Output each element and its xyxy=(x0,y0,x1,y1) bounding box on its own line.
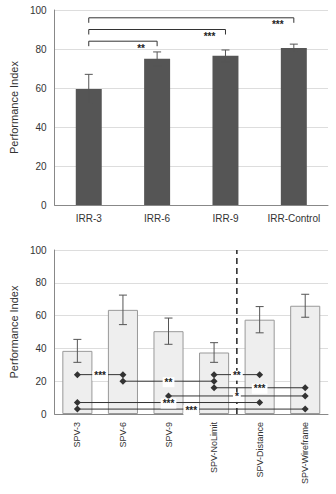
svg-text:80: 80 xyxy=(35,277,47,288)
svg-text:IRR-6: IRR-6 xyxy=(144,213,171,224)
svg-text:0: 0 xyxy=(41,200,47,211)
svg-text:SPV-9: SPV-9 xyxy=(164,422,174,448)
svg-text:60: 60 xyxy=(35,83,47,94)
svg-text:Performance Index: Performance Index xyxy=(8,61,20,154)
svg-text:IRR-9: IRR-9 xyxy=(212,213,239,224)
svg-text:***: *** xyxy=(163,398,175,409)
svg-text:**: ** xyxy=(233,370,241,381)
svg-text:SPV-Distance: SPV-Distance xyxy=(255,422,265,478)
svg-text:60: 60 xyxy=(35,310,47,321)
svg-text:IRR-3: IRR-3 xyxy=(76,213,103,224)
svg-text:***: *** xyxy=(272,19,284,30)
svg-text:100: 100 xyxy=(30,245,47,256)
svg-text:**: ** xyxy=(165,377,173,388)
svg-text:***: *** xyxy=(94,370,106,381)
svg-text:SPV-6: SPV-6 xyxy=(118,422,128,448)
svg-text:**: ** xyxy=(137,43,145,54)
svg-text:*: * xyxy=(235,391,239,402)
svg-text:80: 80 xyxy=(35,44,47,55)
svg-text:IRR-Control: IRR-Control xyxy=(267,213,320,224)
svg-text:SPV-Wireframe: SPV-Wireframe xyxy=(300,422,310,484)
svg-text:***: *** xyxy=(254,383,266,394)
svg-text:100: 100 xyxy=(30,5,47,16)
svg-text:SPV-NoLimit: SPV-NoLimit xyxy=(209,422,219,474)
svg-text:***: *** xyxy=(204,31,216,42)
svg-text:40: 40 xyxy=(35,343,47,354)
svg-text:***: *** xyxy=(185,405,197,416)
svg-text:SPV-3: SPV-3 xyxy=(72,422,82,448)
svg-text:Performance Index: Performance Index xyxy=(8,285,20,378)
svg-text:20: 20 xyxy=(35,376,47,387)
svg-text:0: 0 xyxy=(41,409,47,420)
svg-text:40: 40 xyxy=(35,122,47,133)
svg-text:20: 20 xyxy=(35,161,47,172)
